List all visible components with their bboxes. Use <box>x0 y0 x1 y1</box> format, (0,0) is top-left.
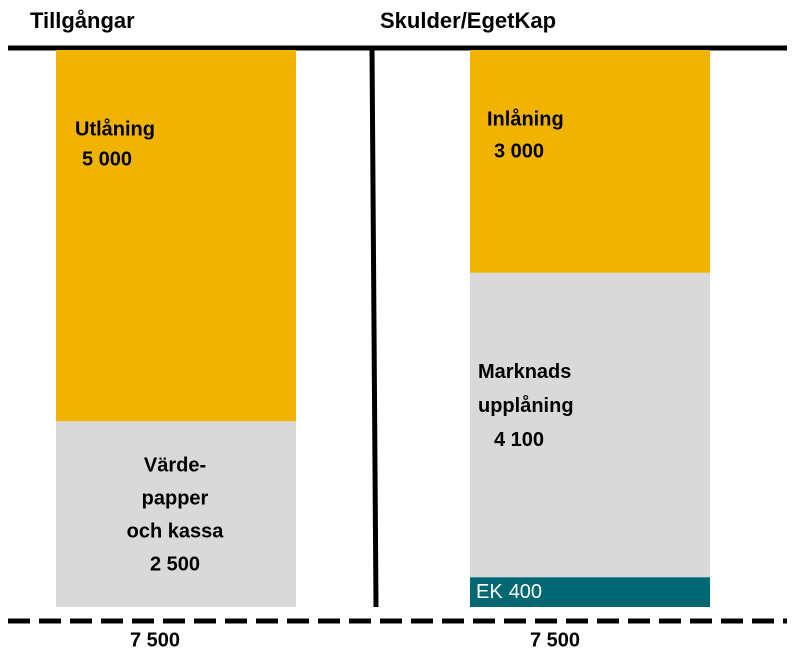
segment-value: 5 000 <box>82 148 132 170</box>
column-total: 7 500 <box>130 629 180 651</box>
segment-label: Marknads <box>478 361 571 383</box>
segment-label: EK 400 <box>476 581 542 603</box>
column-header: Tillgångar <box>30 8 135 33</box>
label: EK <box>476 581 503 603</box>
segment-label: Utlåning <box>75 117 155 140</box>
segment-value: 4 100 <box>494 429 544 451</box>
segment-label: och kassa <box>127 521 225 543</box>
value: 400 <box>509 581 542 603</box>
column-total: 7 500 <box>530 629 580 651</box>
segment-label: upplåning <box>478 394 574 417</box>
column-header: Skulder/EgetKap <box>380 8 556 33</box>
segment-label: Inlåning <box>487 107 564 130</box>
segment <box>56 421 296 607</box>
segment <box>470 272 710 578</box>
segment-value: 2 500 <box>150 554 200 576</box>
segment <box>56 50 296 422</box>
segment <box>470 577 710 607</box>
segment <box>470 50 710 273</box>
segment-value: 3 000 <box>494 140 544 162</box>
segment-label: Värde- <box>144 455 206 477</box>
segment-label: papper <box>142 488 209 510</box>
divider <box>369 47 379 608</box>
